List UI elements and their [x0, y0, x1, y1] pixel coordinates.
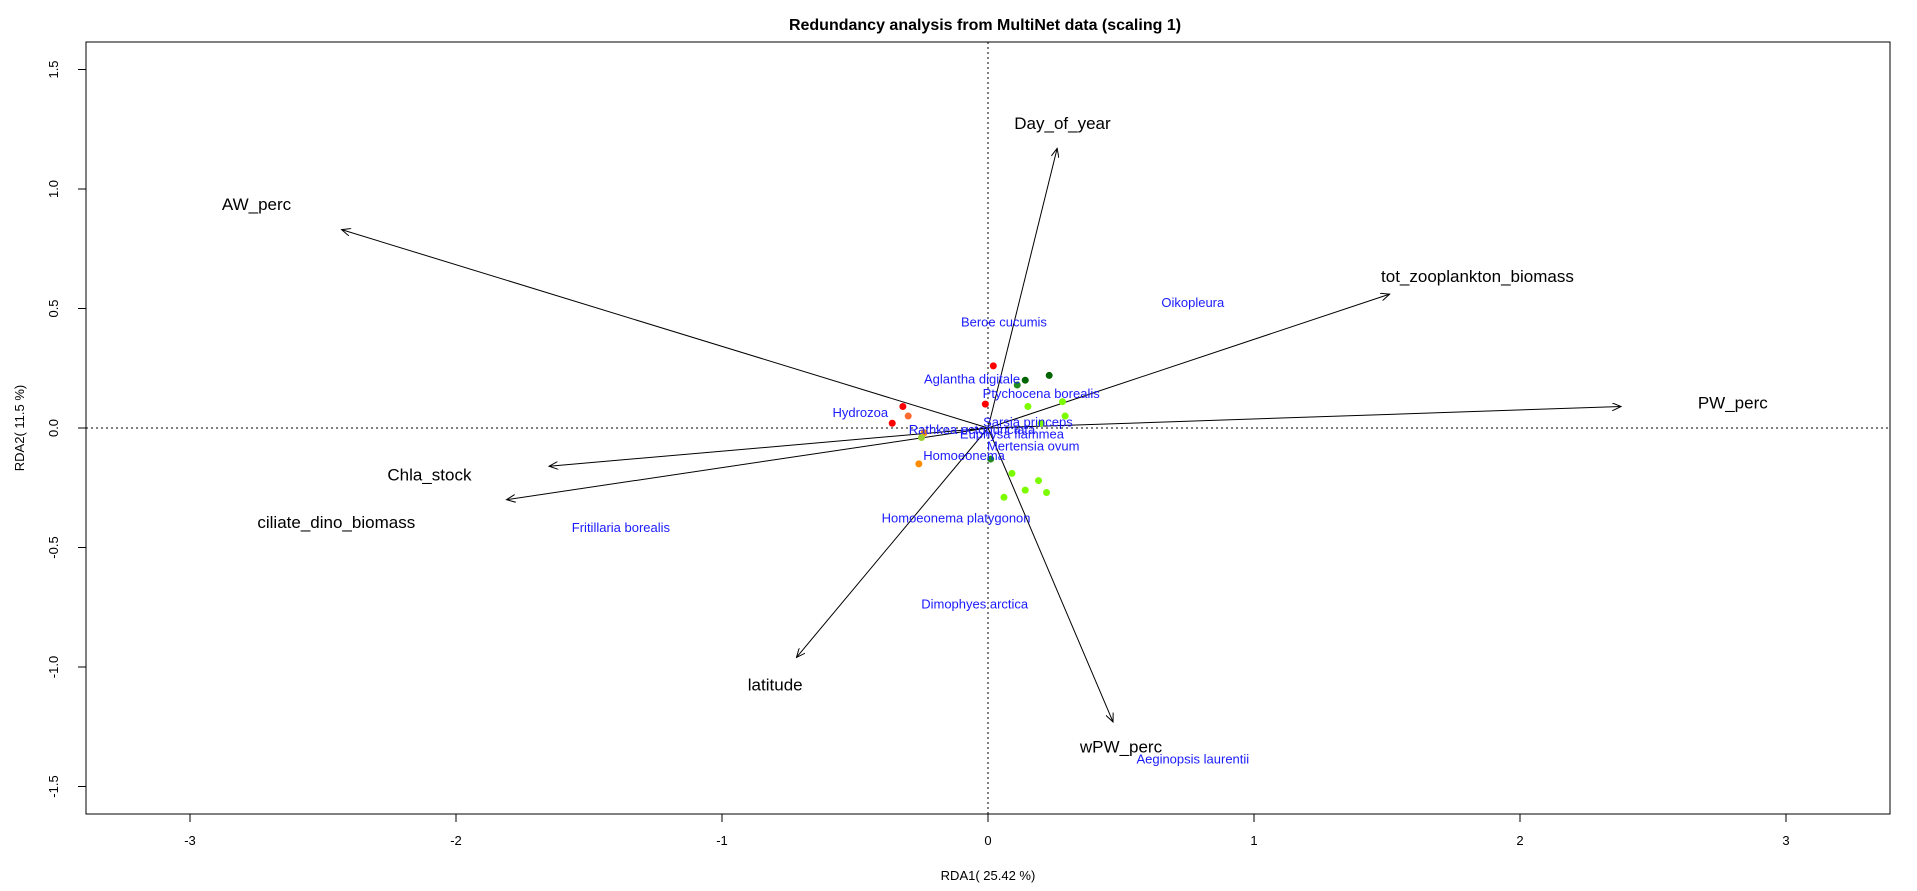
env-vector-arrow [342, 230, 989, 429]
site-points [888, 362, 1069, 501]
site-point [1021, 486, 1029, 494]
environmental-vectors: Day_of_year AW_perc tot_zooplankton_biomas… [222, 114, 1768, 757]
species-label: Homoeonema [923, 448, 1005, 463]
species-label: Ptychocena borealis [983, 386, 1101, 401]
env-vector-arrow [549, 427, 989, 466]
env-vector-label: wPW_perc [1079, 738, 1163, 757]
env-vector-label: PW_perc [1698, 394, 1768, 413]
x-tick-label: 0 [984, 833, 991, 848]
site-point [981, 400, 989, 408]
y-tick-label: -1.5 [46, 775, 61, 797]
site-point [989, 362, 997, 370]
x-tick-label: -1 [716, 833, 728, 848]
species-label: Aeginopsis laurentii [1136, 752, 1249, 767]
site-point [915, 460, 923, 468]
site-point [1037, 419, 1045, 427]
species-label: Mertensia ovum [987, 439, 1079, 454]
x-axis: -3 -2 -1 0 1 2 3 [184, 814, 1790, 848]
y-axis: -1.5 -1.0 -0.5 0.0 0.5 1.0 1.5 [46, 60, 86, 798]
env-vector-arrow [987, 294, 1390, 429]
site-point [1058, 398, 1066, 406]
site-point [918, 434, 925, 442]
y-axis-label: RDA2( 11.5 %) [12, 385, 27, 471]
species-label: Dimophyes arctica [921, 596, 1029, 611]
env-vector-arrow [987, 406, 1621, 429]
species-label: Beroe cucumis [961, 314, 1047, 329]
species-label: Oikopleura [1161, 295, 1225, 310]
env-vector-label: tot_zooplankton_biomass [1381, 267, 1574, 286]
chart-title: Redundancy analysis from MultiNet data (… [789, 17, 1181, 34]
y-tick-label: 0.5 [46, 299, 61, 317]
site-point [1008, 469, 1016, 477]
site-point [1000, 493, 1008, 501]
species-label: Sarsia princeps [983, 415, 1073, 430]
y-tick-label: 1.0 [46, 180, 61, 198]
env-vector-label: Day_of_year [1014, 114, 1111, 133]
x-tick-label: -3 [184, 833, 196, 848]
env-vector-label: Chla_stock [387, 465, 472, 484]
x-tick-label: 2 [1516, 833, 1523, 848]
site-point [1035, 477, 1043, 485]
x-tick-label: -2 [450, 833, 462, 848]
env-vector-arrow [987, 148, 1057, 429]
env-vector-label: latitude [748, 676, 803, 695]
site-point [1024, 402, 1032, 410]
site-point [1061, 412, 1069, 420]
env-vector-label: ciliate_dino_biomass [257, 513, 415, 532]
env-vector-arrow [507, 427, 989, 500]
species-label: Homoeonema platygonon [882, 510, 1031, 525]
x-tick-label: 1 [1250, 833, 1257, 848]
site-point [1013, 381, 1021, 389]
x-tick-label: 3 [1782, 833, 1789, 848]
species-label: Rathkea octopunctata [909, 422, 1036, 437]
site-point [904, 412, 912, 420]
species-label: Fritillaria borealis [572, 520, 671, 535]
site-point [888, 419, 896, 427]
x-axis-label: RDA1( 25.42 %) [941, 868, 1036, 883]
site-point [1043, 489, 1051, 497]
env-vector-arrow [987, 427, 1113, 722]
site-point [1021, 376, 1029, 384]
species-label: Hydrozoa [832, 405, 888, 420]
y-tick-label: 0.0 [46, 419, 61, 437]
species-label: Aglantha digitale [924, 372, 1020, 387]
site-point [1045, 371, 1053, 379]
site-point [987, 455, 995, 463]
species-label: Euphysa flammea [960, 427, 1065, 442]
y-tick-label: -0.5 [46, 536, 61, 558]
species-labels: Oikopleura Beroe cucumis Aglantha digitale… [572, 295, 1250, 766]
site-point [899, 402, 907, 410]
y-tick-label: -1.0 [46, 656, 61, 678]
env-vector-arrow [796, 427, 989, 657]
y-tick-label: 1.5 [46, 60, 61, 78]
env-vector-label: AW_perc [222, 195, 292, 214]
